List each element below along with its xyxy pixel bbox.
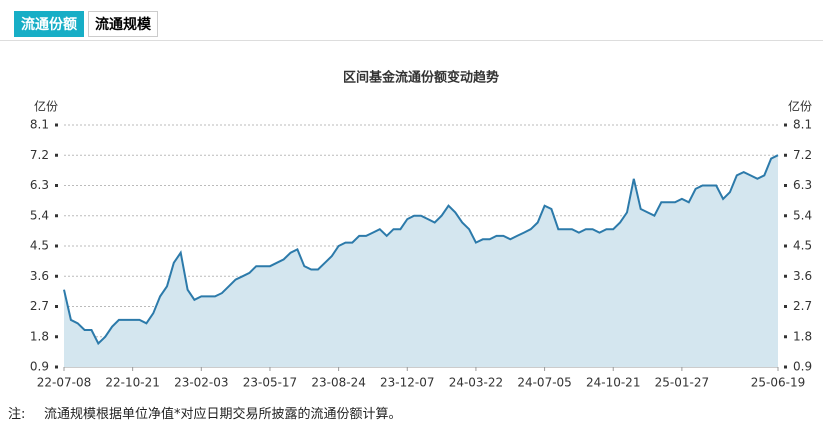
y-tick-mark <box>55 365 58 369</box>
y2-tick-mark <box>784 335 787 339</box>
area <box>64 155 778 367</box>
x-tick-label: 23-08-24 <box>311 376 365 390</box>
y2-tick-label: 8.1 <box>793 118 812 132</box>
y2-tick-mark <box>784 305 787 308</box>
y-tick-label: 2.7 <box>30 299 49 313</box>
chart: 区间基金流通份额变动趋势 亿份 亿份 0.9 0.9 1.8 1.8 2.7 2.7 3.6… <box>30 70 812 390</box>
x-tick-label: 23-12-07 <box>380 376 434 390</box>
y2-tick-mark <box>784 214 787 218</box>
y2-tick-label: 7.2 <box>793 148 812 162</box>
y2-tick-mark <box>784 153 787 157</box>
y-tick-label: 0.9 <box>30 360 49 374</box>
y-tick-label: 7.2 <box>30 148 49 162</box>
x-tick-label: 23-05-17 <box>243 376 297 390</box>
y2-tick-label: 2.7 <box>793 299 812 313</box>
x-tick-label: 25-06-19 <box>751 376 805 390</box>
x-tick-label: 25-01-27 <box>655 376 709 390</box>
y-tick-mark <box>55 153 58 157</box>
y2-tick-label: 1.8 <box>793 329 812 343</box>
y-tick-label: 8.1 <box>30 118 49 132</box>
y2-tick-label: 0.9 <box>793 360 812 374</box>
note-label: 注: <box>8 407 26 422</box>
y2-tick-mark <box>784 184 787 187</box>
y2-tick-label: 4.5 <box>793 239 812 253</box>
y-tick-mark <box>55 184 58 187</box>
y-tick-label: 6.3 <box>30 178 49 192</box>
note-text: 流通规模根据单位净值*对应日期交易所披露的流通份额计算。 <box>44 407 402 422</box>
y-tick-label: 4.5 <box>30 239 49 253</box>
x-tick-label: 22-10-21 <box>105 376 159 390</box>
y-tick-mark <box>55 305 58 308</box>
y2-tick-label: 3.6 <box>793 269 812 283</box>
x-tick-label: 24-10-21 <box>586 376 640 390</box>
x-tick-label: 22-07-08 <box>37 376 91 390</box>
y-tick-label: 5.4 <box>30 208 49 222</box>
y2-tick-label: 6.3 <box>793 178 812 192</box>
y-tick-label: 3.6 <box>30 269 49 283</box>
x-tick-label: 24-03-22 <box>449 376 503 390</box>
line <box>63 154 779 346</box>
separator <box>0 40 823 41</box>
y2-tick-label: 5.4 <box>793 208 812 222</box>
tab-scale[interactable]: 流通规模 <box>88 11 158 37</box>
x-tick-label: 24-07-05 <box>517 376 571 390</box>
chart-title: 区间基金流通份额变动趋势 <box>343 70 499 86</box>
y2-tick-mark <box>784 274 787 278</box>
y2-tick-mark <box>784 123 787 127</box>
y-tick-mark <box>55 214 58 218</box>
y-tick-label: 1.8 <box>30 329 49 343</box>
y-tick-mark <box>55 123 58 127</box>
x-tick-label: 23-02-03 <box>174 376 228 390</box>
tab-share[interactable]: 流通份额 <box>14 11 84 37</box>
y-unit: 亿份 <box>34 99 58 114</box>
y-tick-mark <box>55 274 58 278</box>
y-tick-mark <box>55 335 58 339</box>
y2-unit: 亿份 <box>788 99 812 114</box>
y2-tick-mark <box>784 365 787 369</box>
y-tick-mark <box>55 244 58 248</box>
y2-tick-mark <box>784 244 787 248</box>
